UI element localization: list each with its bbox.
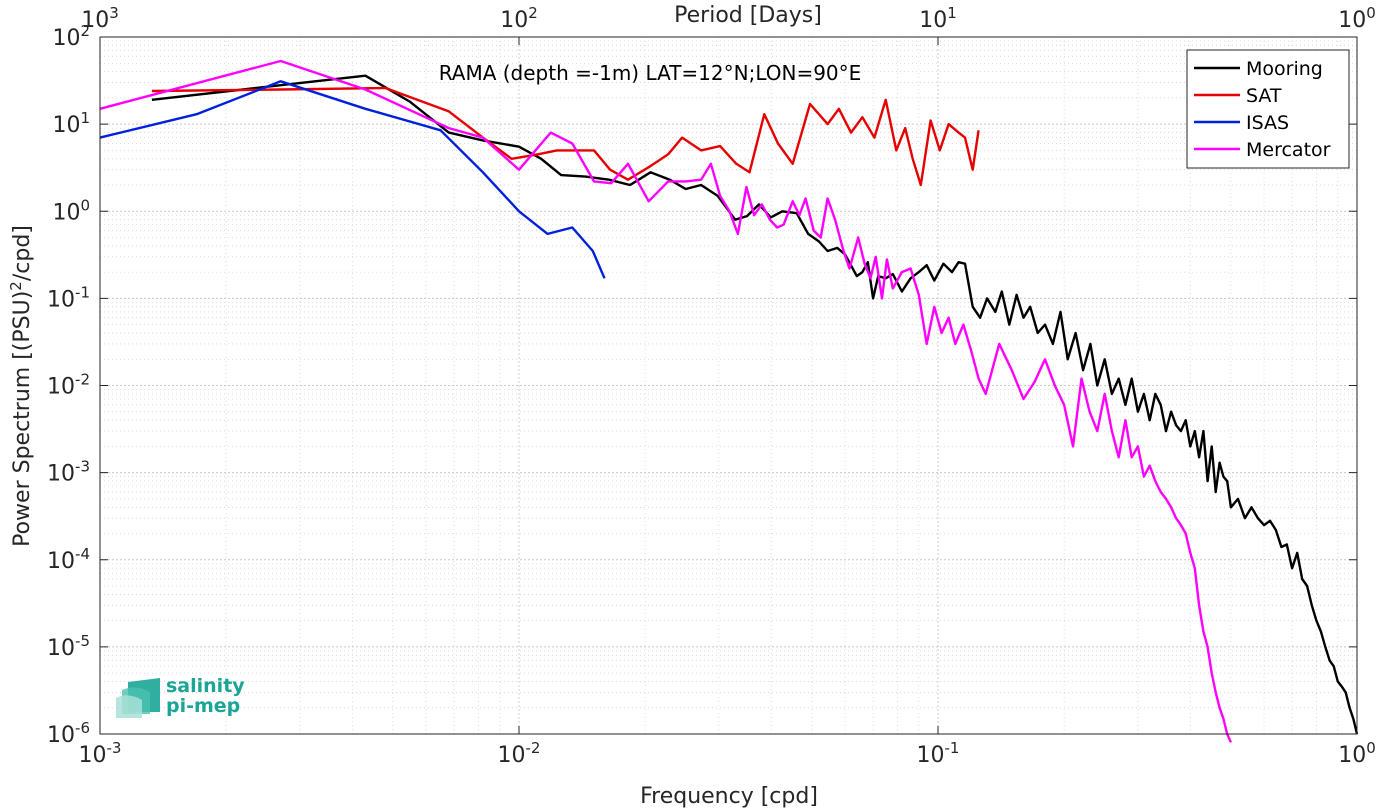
y-tick-label: 100 — [52, 196, 90, 225]
legend-entries: Mooring SAT ISAS Mercator — [1194, 58, 1331, 161]
legend-label-mercator: Mercator — [1246, 139, 1331, 161]
series-line-mooring — [151, 74, 1359, 735]
y-axis-label: Power Spectrum [(PSU)2/cpd] — [7, 225, 35, 547]
y-tick-label: 10-2 — [47, 371, 90, 400]
y-tick-label: 102 — [52, 22, 90, 51]
series-line-isas — [99, 80, 606, 279]
salinity-pi-mep-logo: salinity pi-mep — [116, 675, 245, 718]
x2-tick-label: 100 — [1338, 4, 1376, 33]
y-tick-label: 10-1 — [47, 283, 90, 312]
y-tick-label: 10-3 — [47, 458, 90, 487]
x-tick-label: 10-2 — [498, 739, 541, 768]
logo-line2: pi-mep — [166, 695, 240, 717]
logo-line1: salinity — [166, 675, 245, 697]
legend-label-isas: ISAS — [1246, 112, 1289, 134]
chart-title: RAMA (depth =-1m) LAT=12°N;LON=90°E — [439, 61, 862, 85]
x-tick-label: 10-3 — [79, 739, 122, 768]
logo-wave-front — [116, 695, 142, 718]
x-tick-label: 10-1 — [917, 739, 960, 768]
series-line-sat — [151, 86, 980, 187]
tick-marks — [99, 36, 1358, 735]
x2-axis-label: Period [Days] — [674, 3, 822, 28]
series-layer — [99, 59, 1359, 743]
x2-tick-label: 102 — [500, 4, 538, 33]
y-tick-label: 10-6 — [47, 719, 90, 748]
y-tick-label: 10-4 — [47, 545, 90, 574]
x-axis-label: Frequency [cpd] — [640, 784, 818, 809]
legend-label-mooring: Mooring — [1246, 58, 1323, 80]
minor-grid — [100, 37, 1357, 734]
x2-tick-label: 101 — [919, 4, 957, 33]
legend-label-sat: SAT — [1246, 85, 1282, 107]
y-tick-label: 101 — [52, 109, 90, 138]
y-tick-label: 10-5 — [47, 632, 90, 661]
series-line-mercator — [99, 59, 1232, 743]
x2-tick-label: 103 — [81, 4, 119, 33]
legend: Mooring SAT ISAS Mercator — [1186, 49, 1350, 169]
x-tick-label: 100 — [1338, 739, 1376, 768]
